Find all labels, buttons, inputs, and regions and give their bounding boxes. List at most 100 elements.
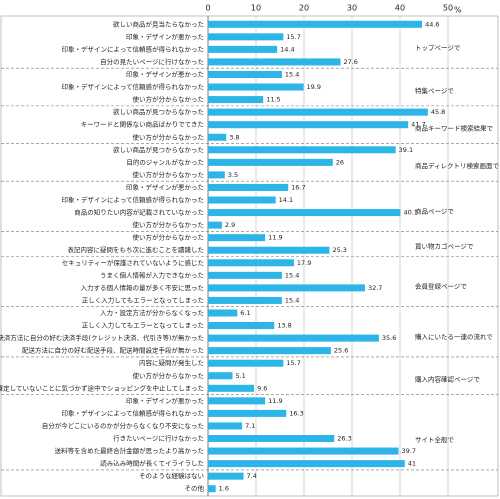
category-label: 配送方法に自分の好む配送手段、配送時間設定手段が無かった	[22, 346, 204, 355]
bar	[208, 45, 278, 53]
group-label: 会員登録ページで	[415, 282, 467, 291]
bar	[208, 322, 275, 330]
category-label: 決済方法に自分の好む決済手段(クレジット決済、代引き等)が無かった	[0, 333, 204, 342]
bar	[208, 221, 222, 229]
bar	[208, 434, 335, 443]
category-label: 商品の知りたい内容が記載されていなかった	[74, 208, 204, 217]
value-label: 6.1	[240, 309, 250, 317]
bar	[208, 209, 401, 217]
category-label: 入力・設定方法が分からなくなった	[100, 308, 204, 317]
group-label: 購入内容確認ページで	[415, 375, 480, 384]
category-label: 印象・デザインによって信頼感が得られなかった	[62, 195, 204, 204]
value-label: 11.9	[268, 397, 282, 405]
value-label: 5.1	[235, 372, 245, 380]
bar	[208, 20, 423, 28]
x-tick-label: 20	[299, 4, 309, 13]
category-label: 表記内容に疑問をもち次に進むことを躊躇した	[68, 245, 205, 254]
bar	[208, 397, 266, 405]
bar	[208, 121, 409, 129]
bar	[208, 460, 405, 468]
bar	[208, 108, 428, 116]
bar	[208, 422, 243, 430]
x-tick-label: 40	[395, 4, 405, 13]
value-label: 1.6	[219, 485, 229, 493]
group-label: トップページで	[415, 44, 461, 52]
category-label: 使い方が分からなかった	[133, 95, 205, 104]
value-label: 7.1	[245, 422, 255, 430]
bar	[208, 347, 331, 355]
category-label: 内容に疑問が発生した	[139, 358, 204, 367]
value-label: 41.7	[411, 121, 425, 129]
category-label: 欲しい商品が見つからなかった	[113, 145, 204, 154]
bar	[208, 70, 282, 79]
value-label: 32.7	[368, 284, 382, 292]
bar	[208, 309, 238, 317]
bar	[208, 246, 330, 254]
value-label: 14.4	[280, 45, 294, 53]
bar	[208, 296, 282, 304]
category-label: 印象・デザインによって信頼感が得られなかった	[62, 44, 204, 53]
value-label: 3.5	[228, 171, 238, 179]
bar	[208, 259, 294, 267]
bar	[208, 334, 379, 342]
bar	[208, 384, 255, 392]
category-label: 印象・デザインが悪かった	[126, 182, 204, 191]
bar	[208, 183, 289, 191]
group-label: サイト全般で	[415, 435, 455, 444]
value-label: 41	[408, 460, 416, 468]
value-label: 15.7	[286, 33, 300, 41]
category-label: 正しく入力してもエラーとなってしまった	[82, 295, 204, 304]
bar	[208, 359, 284, 367]
bar	[208, 271, 282, 279]
category-label: その他	[185, 484, 205, 493]
value-label: 39.1	[399, 146, 413, 154]
value-label: 25.6	[334, 347, 348, 355]
plot-frame	[0, 15, 499, 497]
bar	[208, 146, 396, 154]
category-label: 行きたいページに行けなかった	[113, 434, 204, 443]
category-label: うまく個人情報が入力できなかった	[100, 270, 204, 279]
category-label: 印象・デザインによって信頼感が得られなかった	[62, 82, 204, 91]
value-label: 2.9	[225, 221, 235, 229]
group-label: 商品ディレクトリ検索画面で	[415, 161, 500, 170]
value-label: 26	[336, 158, 344, 166]
value-label: 45.8	[431, 108, 445, 116]
category-label: 使い方が分からなかった	[133, 233, 205, 242]
value-label: 40.1	[403, 209, 417, 217]
category-label: 入力する個人情報の量が多く不安に思った	[81, 283, 205, 292]
bar	[208, 133, 227, 141]
value-label: 9.6	[257, 384, 267, 392]
value-label: 3.8	[229, 133, 239, 141]
value-label: 16.7	[291, 183, 305, 191]
value-label: 15.7	[286, 359, 300, 367]
value-label: 15.4	[285, 296, 299, 304]
category-label: 目的のジャンルがなかった	[126, 157, 204, 166]
value-label: 15.4	[285, 271, 299, 279]
bar	[208, 409, 287, 417]
category-label: 読み込み時間が長くてイライラした	[100, 459, 204, 468]
bar	[208, 447, 399, 455]
value-label: 7.4	[247, 472, 257, 480]
x-tick-label: 0	[205, 4, 210, 13]
value-label: 26.3	[337, 435, 351, 443]
value-label: 17.9	[297, 259, 311, 267]
bar	[208, 33, 284, 41]
x-tick-label: 10	[251, 4, 261, 13]
bar	[208, 284, 365, 292]
category-label: 印象・デザインが悪かった	[126, 396, 204, 405]
bar	[208, 472, 244, 480]
category-label: 印象・デザインが悪かった	[126, 32, 204, 41]
x-tick-label: 30	[347, 4, 357, 13]
unit-label: %	[454, 6, 462, 15]
group-label: 特集ページで	[415, 86, 454, 95]
category-label: 印象・デザインによって信頼感が得られなかった	[62, 408, 204, 417]
category-label: 使い方が分からなかった	[133, 371, 205, 380]
value-label: 16.3	[289, 409, 303, 417]
x-tick-label: 50	[443, 4, 453, 13]
category-label: キーワードと関係ない商品ばかりでてきた	[81, 120, 204, 129]
value-label: 11.5	[266, 96, 280, 104]
category-label: 自分の見たいページに行けなかった	[100, 57, 204, 66]
value-label: 19.9	[307, 83, 321, 91]
bar	[208, 485, 216, 493]
